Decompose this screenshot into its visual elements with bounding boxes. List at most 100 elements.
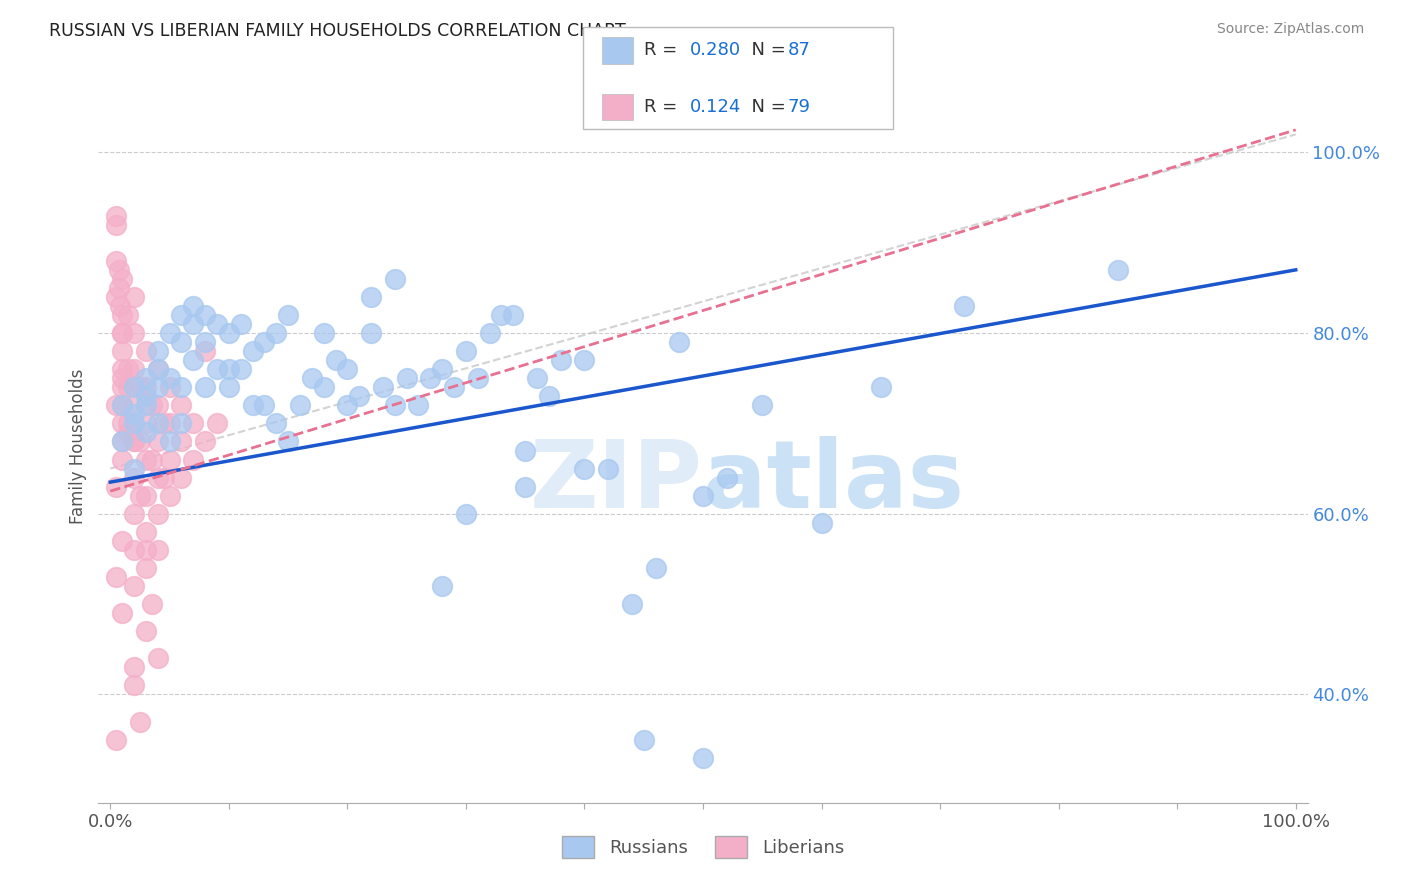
Point bbox=[181, 299, 204, 313]
Point bbox=[312, 380, 335, 394]
Point bbox=[537, 389, 560, 403]
Point bbox=[135, 371, 157, 385]
Text: 0.124: 0.124 bbox=[690, 98, 742, 116]
Point bbox=[181, 452, 204, 467]
Point bbox=[111, 398, 134, 412]
Point bbox=[478, 326, 501, 340]
Point bbox=[117, 380, 139, 394]
Point bbox=[692, 489, 714, 503]
Point bbox=[135, 380, 157, 394]
Point bbox=[526, 371, 548, 385]
Point bbox=[152, 417, 174, 431]
Point bbox=[129, 714, 152, 729]
Point bbox=[229, 362, 252, 376]
Point bbox=[111, 326, 134, 340]
Point bbox=[633, 732, 655, 747]
Point bbox=[170, 417, 193, 431]
Point bbox=[515, 443, 537, 458]
Point bbox=[181, 353, 204, 368]
Point bbox=[312, 326, 335, 340]
Point bbox=[952, 299, 974, 313]
Point bbox=[716, 470, 738, 484]
Point bbox=[146, 434, 169, 449]
Point bbox=[170, 335, 193, 350]
Y-axis label: Family Households: Family Households bbox=[69, 368, 87, 524]
Point bbox=[122, 461, 145, 475]
Point bbox=[111, 362, 134, 376]
Text: Source: ZipAtlas.com: Source: ZipAtlas.com bbox=[1216, 22, 1364, 37]
Point bbox=[146, 362, 169, 376]
Point bbox=[360, 326, 382, 340]
Point bbox=[194, 380, 217, 394]
Point bbox=[325, 353, 347, 368]
Text: atlas: atlas bbox=[703, 435, 965, 528]
Point bbox=[105, 218, 128, 232]
Point bbox=[146, 398, 169, 412]
Point bbox=[152, 470, 174, 484]
Point bbox=[574, 353, 596, 368]
Point bbox=[105, 209, 128, 223]
Point bbox=[598, 461, 620, 475]
Point bbox=[122, 408, 145, 422]
Point bbox=[159, 434, 181, 449]
Point bbox=[135, 398, 157, 412]
Point bbox=[229, 317, 252, 331]
Point bbox=[111, 326, 134, 340]
Point bbox=[111, 380, 134, 394]
Point bbox=[644, 561, 666, 575]
Text: R =: R = bbox=[644, 42, 683, 60]
Point bbox=[491, 308, 513, 322]
Point bbox=[122, 417, 145, 431]
Point bbox=[146, 651, 169, 665]
Point bbox=[264, 417, 287, 431]
Point bbox=[141, 398, 163, 412]
Point bbox=[454, 344, 477, 359]
Point bbox=[336, 398, 359, 412]
Point bbox=[111, 371, 134, 385]
Point bbox=[135, 344, 157, 359]
Point bbox=[467, 371, 489, 385]
Point bbox=[454, 507, 477, 521]
Legend: Russians, Liberians: Russians, Liberians bbox=[555, 829, 851, 865]
Point bbox=[135, 452, 157, 467]
Point bbox=[159, 371, 181, 385]
Point bbox=[1107, 263, 1129, 277]
Point bbox=[129, 434, 152, 449]
Point bbox=[384, 272, 406, 286]
Point bbox=[122, 660, 145, 674]
Point bbox=[117, 417, 139, 431]
Point bbox=[105, 290, 128, 304]
Point bbox=[170, 380, 193, 394]
Point bbox=[692, 750, 714, 764]
Point bbox=[111, 308, 134, 322]
Point bbox=[117, 308, 139, 322]
Point bbox=[135, 389, 157, 403]
Point bbox=[111, 272, 134, 286]
Point bbox=[105, 480, 128, 494]
Point bbox=[111, 452, 134, 467]
Point bbox=[146, 507, 169, 521]
Point bbox=[384, 398, 406, 412]
Point bbox=[105, 732, 128, 747]
Text: N =: N = bbox=[740, 42, 792, 60]
Point bbox=[620, 597, 643, 611]
Point bbox=[288, 398, 311, 412]
Point bbox=[122, 434, 145, 449]
Point bbox=[502, 308, 524, 322]
Point bbox=[253, 335, 276, 350]
Text: ZIP: ZIP bbox=[530, 435, 703, 528]
Point bbox=[371, 380, 394, 394]
Point bbox=[146, 542, 169, 557]
Text: 87: 87 bbox=[787, 42, 810, 60]
Point bbox=[242, 398, 264, 412]
Text: N =: N = bbox=[740, 98, 792, 116]
Point bbox=[117, 425, 139, 440]
Point bbox=[170, 308, 193, 322]
Point bbox=[108, 299, 131, 313]
Point bbox=[135, 524, 157, 539]
Point bbox=[146, 380, 169, 394]
Point bbox=[751, 398, 773, 412]
Point bbox=[869, 380, 891, 394]
Point bbox=[515, 480, 537, 494]
Point bbox=[111, 434, 134, 449]
